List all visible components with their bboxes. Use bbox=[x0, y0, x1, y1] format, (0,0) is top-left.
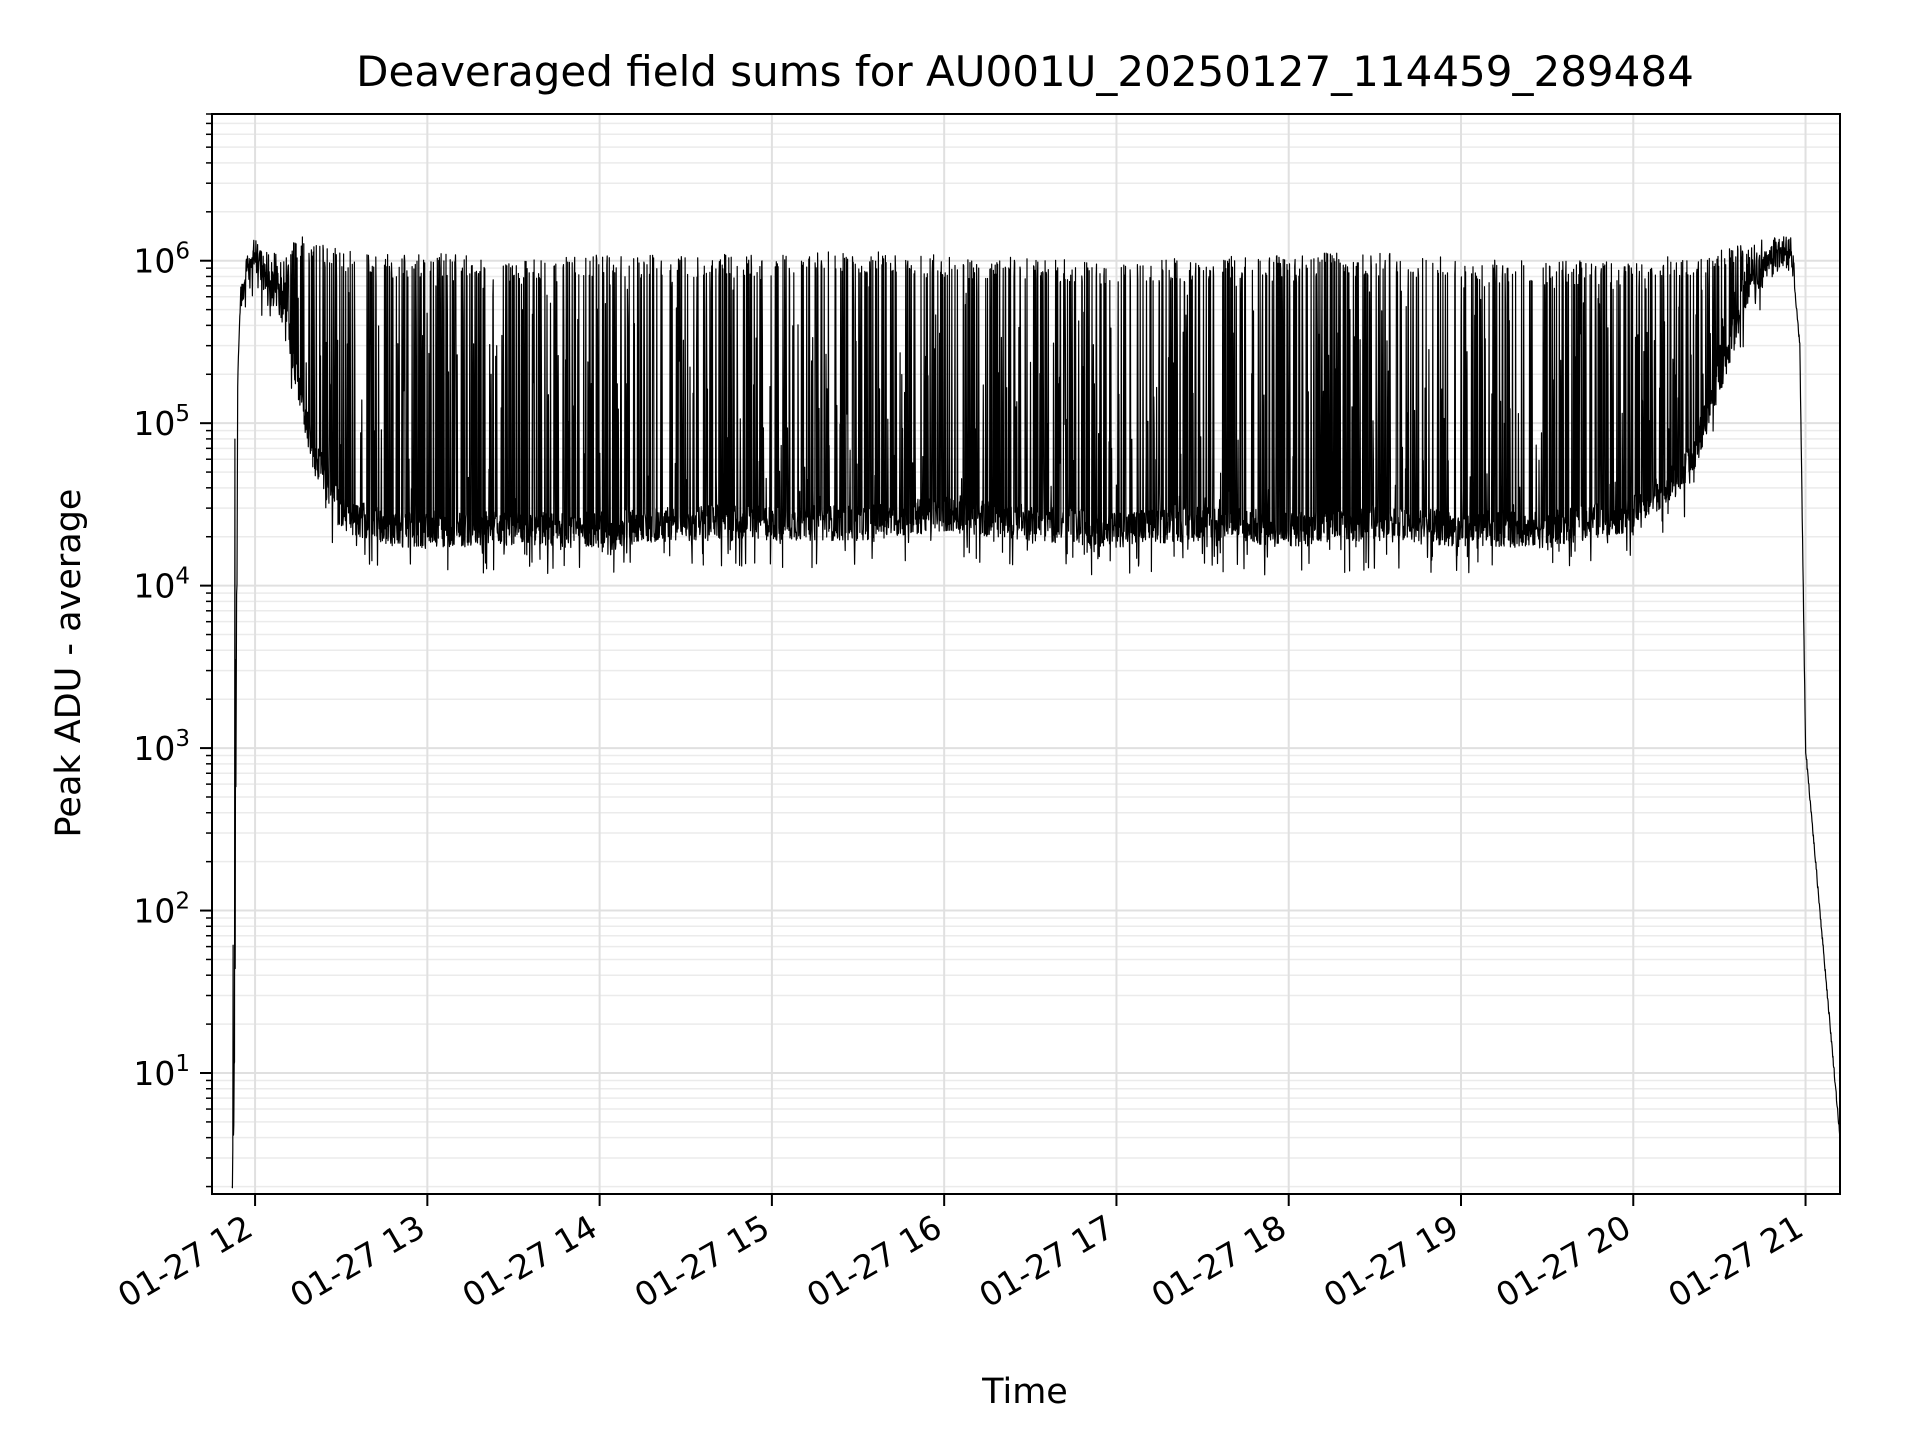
y-tick-label: 105 bbox=[133, 401, 190, 443]
series-line bbox=[231, 236, 1841, 1189]
y-tick-exponent: 5 bbox=[175, 401, 190, 427]
y-tick-exponent: 4 bbox=[175, 564, 190, 590]
plot-frame bbox=[211, 113, 1841, 1195]
y-tick-exponent: 6 bbox=[175, 239, 190, 265]
y-tick-label: 103 bbox=[133, 726, 190, 768]
y-tick-base: 10 bbox=[133, 404, 175, 443]
y-axis-label: Peak ADU - average bbox=[49, 489, 89, 838]
x-axis-label: Time bbox=[981, 1372, 1068, 1412]
y-tick-base: 10 bbox=[133, 567, 175, 606]
y-tick-exponent: 3 bbox=[175, 726, 190, 752]
series-layer bbox=[231, 236, 1841, 1189]
chart-title: Deaveraged field sums for AU001U_2025012… bbox=[356, 47, 1694, 96]
y-tick-label: 106 bbox=[133, 239, 190, 281]
y-tick-base: 10 bbox=[133, 892, 175, 931]
y-tick-label: 102 bbox=[133, 889, 190, 931]
y-tick-exponent: 1 bbox=[175, 1051, 190, 1077]
y-tick-base: 10 bbox=[133, 729, 175, 768]
y-tick-label: 104 bbox=[133, 564, 190, 606]
y-tick-exponent: 2 bbox=[175, 889, 190, 915]
y-tick-label: 101 bbox=[133, 1051, 190, 1093]
y-tick-base: 10 bbox=[133, 1054, 175, 1093]
y-tick-base: 10 bbox=[133, 242, 175, 281]
